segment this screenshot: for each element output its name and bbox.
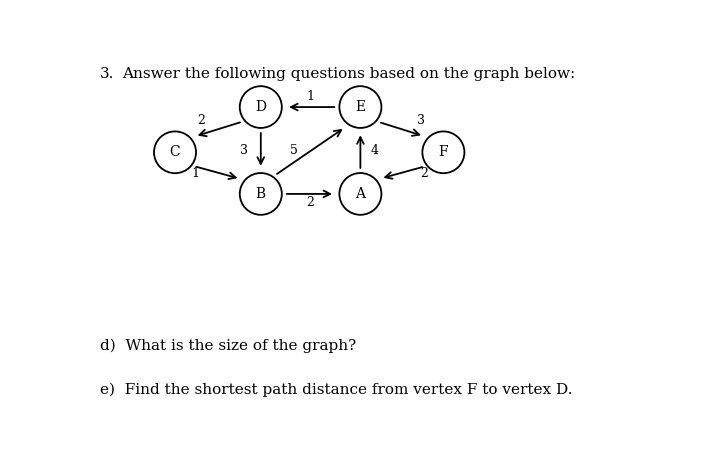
Text: 2: 2 xyxy=(197,114,205,127)
Ellipse shape xyxy=(154,132,196,173)
Text: E: E xyxy=(356,100,366,114)
Text: 3: 3 xyxy=(240,144,248,157)
Text: 1: 1 xyxy=(306,90,315,103)
Text: F: F xyxy=(438,145,448,159)
Text: C: C xyxy=(170,145,181,159)
Text: d)  What is the size of the graph?: d) What is the size of the graph? xyxy=(100,339,356,353)
Text: e)  Find the shortest path distance from vertex F to vertex D.: e) Find the shortest path distance from … xyxy=(100,382,573,397)
Text: B: B xyxy=(256,187,266,201)
Text: 4: 4 xyxy=(371,144,378,157)
Text: 1: 1 xyxy=(192,166,200,180)
Ellipse shape xyxy=(339,86,381,128)
Text: D: D xyxy=(256,100,266,114)
Text: 2: 2 xyxy=(306,196,315,210)
Text: Answer the following questions based on the graph below:: Answer the following questions based on … xyxy=(123,67,575,81)
Text: A: A xyxy=(356,187,366,201)
Text: 3.: 3. xyxy=(100,67,115,81)
Text: 5: 5 xyxy=(290,144,298,157)
Ellipse shape xyxy=(240,173,282,215)
Ellipse shape xyxy=(240,86,282,128)
Text: 3: 3 xyxy=(417,114,426,127)
Text: 2: 2 xyxy=(420,166,428,180)
Ellipse shape xyxy=(423,132,464,173)
Ellipse shape xyxy=(339,173,381,215)
